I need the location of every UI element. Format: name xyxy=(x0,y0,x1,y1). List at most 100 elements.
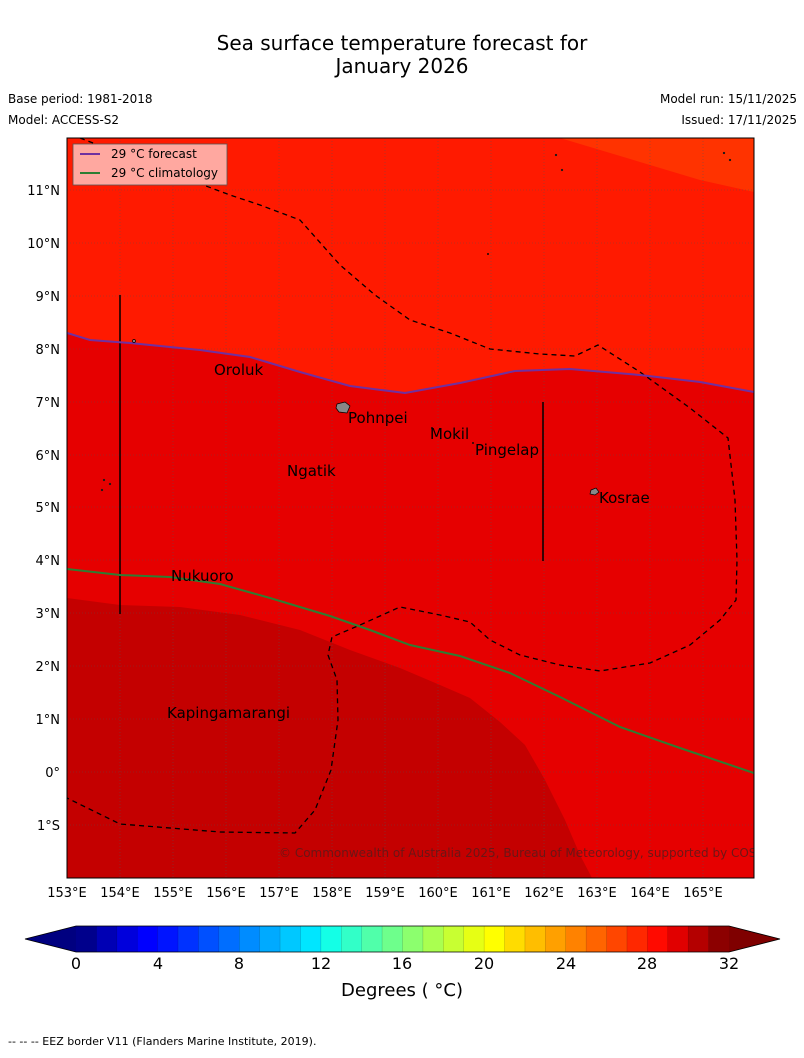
model-name: Model: ACCESS-S2 xyxy=(8,113,120,127)
label-nukuoro: Nukuoro xyxy=(171,567,234,585)
place-labels: Oroluk Pohnpei Mokil Pingelap Ngatik Kos… xyxy=(167,361,650,722)
colorbar-cell xyxy=(422,926,444,952)
legend-climatology-label: 29 °C climatology xyxy=(111,166,218,180)
svg-text:4°N: 4°N xyxy=(36,554,61,569)
pohnpei-island xyxy=(335,401,351,414)
colorbar-cell xyxy=(688,926,709,952)
oroluk-island xyxy=(132,339,136,343)
colorbar-cell xyxy=(606,926,628,952)
svg-text:159°E: 159°E xyxy=(365,886,405,901)
svg-text:158°E: 158°E xyxy=(312,886,352,901)
lat-axis: 11°N 10°N 9°N 8°N 7°N 6°N 5°N 4°N 3°N 2°… xyxy=(27,184,60,834)
colorbar-cell xyxy=(484,926,505,952)
legend: 29 °C forecast 29 °C climatology xyxy=(72,143,228,186)
colorbar-cell xyxy=(178,926,199,952)
model-run: Model run: 15/11/2025 xyxy=(659,92,797,106)
svg-text:156°E: 156°E xyxy=(206,886,246,901)
colorbar-cell xyxy=(239,926,260,952)
issued-date: Issued: 17/11/2025 xyxy=(681,113,797,127)
eez-borders xyxy=(67,138,738,834)
svg-text:162°E: 162°E xyxy=(524,886,564,901)
svg-text:160°E: 160°E xyxy=(418,886,458,901)
svg-text:1°N: 1°N xyxy=(36,713,61,728)
title-line-2: January 2026 xyxy=(335,54,469,78)
label-ngatik: Ngatik xyxy=(287,462,336,480)
islands xyxy=(100,151,732,496)
colorbar-cell xyxy=(402,926,424,952)
colorbar-cell xyxy=(708,926,730,952)
svg-text:164°E: 164°E xyxy=(630,886,670,901)
sst-field-31 xyxy=(67,598,592,878)
climatology-29-contour xyxy=(67,568,754,774)
svg-text:0°: 0° xyxy=(45,766,60,781)
colorbar-cell xyxy=(157,926,179,952)
label-kapingamarangi: Kapingamarangi xyxy=(167,704,290,722)
svg-text:8°N: 8°N xyxy=(36,343,61,358)
map-frame xyxy=(66,137,755,879)
svg-text:1°S: 1°S xyxy=(37,819,60,834)
svg-text:165°E: 165°E xyxy=(683,886,723,901)
label-pingelap: Pingelap xyxy=(475,441,539,459)
svg-text:9°N: 9°N xyxy=(36,290,61,305)
title-line-1: Sea surface temperature forecast for xyxy=(216,31,588,55)
colorbar-ticks: 0 4 8 12 16 20 24 28 32 xyxy=(71,954,739,973)
colorbar-cell xyxy=(504,926,526,952)
legend-forecast-label: 29 °C forecast xyxy=(111,147,197,161)
colorbar-title: Degrees ( °C) xyxy=(341,980,463,1001)
kosrae-island xyxy=(589,487,600,496)
colorbar-cell xyxy=(116,926,138,952)
colorbar: 0 4 8 12 16 20 24 28 32 xyxy=(24,925,781,973)
colorbar-cell xyxy=(280,926,301,952)
label-kosrae: Kosrae xyxy=(599,489,650,507)
colorbar-cell xyxy=(96,926,118,952)
colorbar-cell xyxy=(524,926,546,952)
colorbar-cell xyxy=(320,926,342,952)
chart-title: Sea surface temperature forecast for Jan… xyxy=(0,32,804,78)
svg-text:4: 4 xyxy=(153,954,163,973)
svg-text:16: 16 xyxy=(392,954,412,973)
colorbar-cell xyxy=(218,926,240,952)
colorbar-cell xyxy=(545,926,567,952)
map-area: Oroluk Pohnpei Mokil Pingelap Ngatik Kos… xyxy=(67,138,784,878)
svg-text:2°N: 2°N xyxy=(36,660,61,675)
colorbar-over-arrow xyxy=(729,926,780,952)
colorbar-cell xyxy=(361,926,383,952)
label-oroluk: Oroluk xyxy=(214,361,263,379)
colorbar-cell xyxy=(137,926,158,952)
colorbar-cell xyxy=(198,926,220,952)
label-pohnpei: Pohnpei xyxy=(348,409,408,427)
sst-field-28 xyxy=(560,138,754,192)
label-mokil: Mokil xyxy=(430,425,469,443)
colorbar-cell xyxy=(382,926,403,952)
svg-text:161°E: 161°E xyxy=(471,886,511,901)
svg-text:5°N: 5°N xyxy=(36,501,61,516)
colorbar-cell xyxy=(463,926,485,952)
copyright-text: © Commonwealth of Australia 2025, Bureau… xyxy=(279,846,784,860)
svg-text:154°E: 154°E xyxy=(100,886,140,901)
svg-text:0: 0 xyxy=(71,954,81,973)
svg-text:24: 24 xyxy=(556,954,576,973)
colorbar-under-arrow xyxy=(25,926,76,952)
colorbar-cell xyxy=(300,926,322,952)
svg-text:7°N: 7°N xyxy=(36,396,61,411)
colorbar-cell xyxy=(626,926,648,952)
svg-text:8: 8 xyxy=(234,954,244,973)
svg-text:10°N: 10°N xyxy=(27,237,60,252)
lon-axis: 153°E 154°E 155°E 156°E 157°E 158°E 159°… xyxy=(47,886,723,901)
colorbar-cell xyxy=(341,926,362,952)
base-period: Base period: 1981-2018 xyxy=(8,92,153,106)
svg-text:12: 12 xyxy=(311,954,331,973)
colorbar-cell xyxy=(259,926,281,952)
svg-text:32: 32 xyxy=(719,954,739,973)
colorbar-cell xyxy=(565,926,587,952)
colorbar-cell xyxy=(586,926,607,952)
svg-text:28: 28 xyxy=(637,954,657,973)
colorbar-cell xyxy=(76,926,97,952)
svg-text:11°N: 11°N xyxy=(27,184,60,199)
svg-text:155°E: 155°E xyxy=(153,886,193,901)
svg-text:3°N: 3°N xyxy=(36,607,61,622)
svg-text:20: 20 xyxy=(474,954,494,973)
map-figure: Oroluk Pohnpei Mokil Pingelap Ngatik Kos… xyxy=(24,137,784,973)
svg-text:157°E: 157°E xyxy=(259,886,299,901)
svg-text:163°E: 163°E xyxy=(577,886,617,901)
